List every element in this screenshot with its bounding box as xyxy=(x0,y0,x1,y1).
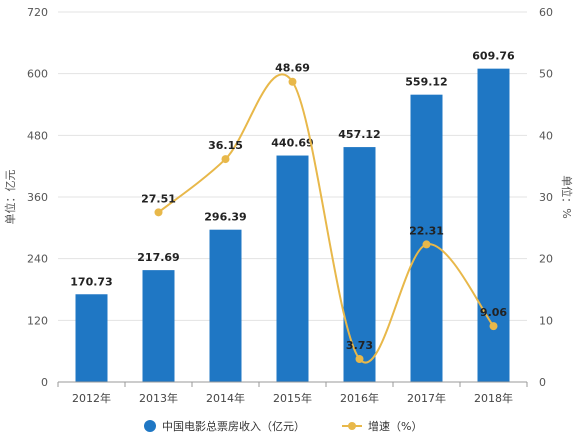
line-value-label: 3.73 xyxy=(346,339,373,352)
x-tick-label: 2012年 xyxy=(72,391,111,405)
left-axis-ticks: 0 120 240 360 480 600 720 xyxy=(27,6,48,389)
left-tick-label: 120 xyxy=(27,314,48,327)
bar xyxy=(477,68,510,382)
right-tick-label: 0 xyxy=(539,376,546,389)
left-tick-label: 720 xyxy=(27,6,48,19)
bar-value-label: 559.12 xyxy=(405,76,447,89)
line-point xyxy=(355,354,364,363)
legend-line-label: 增速（%） xyxy=(368,419,422,433)
bar-value-label: 170.73 xyxy=(70,275,112,288)
bar xyxy=(209,229,242,382)
line-point xyxy=(422,240,431,249)
x-tick-label: 2014年 xyxy=(206,391,245,405)
left-tick-label: 240 xyxy=(27,253,48,266)
line-value-labels: 27.51 36.15 48.69 3.73 22.31 9.06 xyxy=(141,62,507,352)
bar xyxy=(343,147,376,382)
line-value-label: 9.06 xyxy=(480,306,507,319)
right-tick-label: 40 xyxy=(539,129,553,142)
left-tick-label: 360 xyxy=(27,191,48,204)
line-value-label: 48.69 xyxy=(275,62,310,75)
legend: 中国电影总票房收入（亿元） 增速（%） xyxy=(144,419,422,433)
left-axis-title: 单位：亿元 xyxy=(3,170,17,225)
line-point xyxy=(154,208,163,217)
legend-line-marker xyxy=(348,422,356,430)
bar xyxy=(410,94,443,383)
right-tick-label: 10 xyxy=(539,314,553,327)
x-tick-label: 2017年 xyxy=(407,391,446,405)
bar xyxy=(142,270,175,382)
bar-value-label: 457.12 xyxy=(338,128,380,141)
line-point xyxy=(221,155,230,164)
left-tick-label: 0 xyxy=(41,376,48,389)
line-point xyxy=(489,322,498,331)
line-value-label: 22.31 xyxy=(409,224,444,237)
bar-value-labels: 170.73 217.69 296.39 440.69 457.12 559.12 609.… xyxy=(70,50,515,289)
left-tick-label: 600 xyxy=(27,68,48,81)
x-tick-label: 2013年 xyxy=(139,391,178,405)
x-tick-label: 2015年 xyxy=(273,391,312,405)
right-tick-label: 30 xyxy=(539,191,553,204)
bar-value-label: 296.39 xyxy=(204,211,246,224)
line-series xyxy=(154,73,498,364)
right-tick-label: 50 xyxy=(539,68,553,81)
left-tick-label: 480 xyxy=(27,129,48,142)
x-tick-label: 2018年 xyxy=(474,391,513,405)
x-tick-label: 2016年 xyxy=(340,391,379,405)
bar-value-label: 609.76 xyxy=(472,50,515,63)
bar-series xyxy=(75,68,510,383)
right-tick-label: 60 xyxy=(539,6,553,19)
legend-bar-swatch xyxy=(144,420,156,432)
right-tick-label: 20 xyxy=(539,253,553,266)
x-axis-ticks: 2012年 2013年 2014年 2015年 2016年 2017年 2018年 xyxy=(57,382,528,405)
right-axis-ticks: 0 10 20 30 40 50 60 xyxy=(539,6,553,389)
right-axis-title: 单位：% xyxy=(560,175,574,218)
bar-value-label: 217.69 xyxy=(137,251,179,264)
bar-value-label: 440.69 xyxy=(271,137,313,150)
line-value-label: 27.51 xyxy=(141,192,176,205)
legend-bar-label: 中国电影总票房收入（亿元） xyxy=(162,419,305,433)
bar xyxy=(75,294,108,382)
line-point xyxy=(288,77,297,86)
line-value-label: 36.15 xyxy=(208,139,243,152)
bar xyxy=(276,155,309,382)
